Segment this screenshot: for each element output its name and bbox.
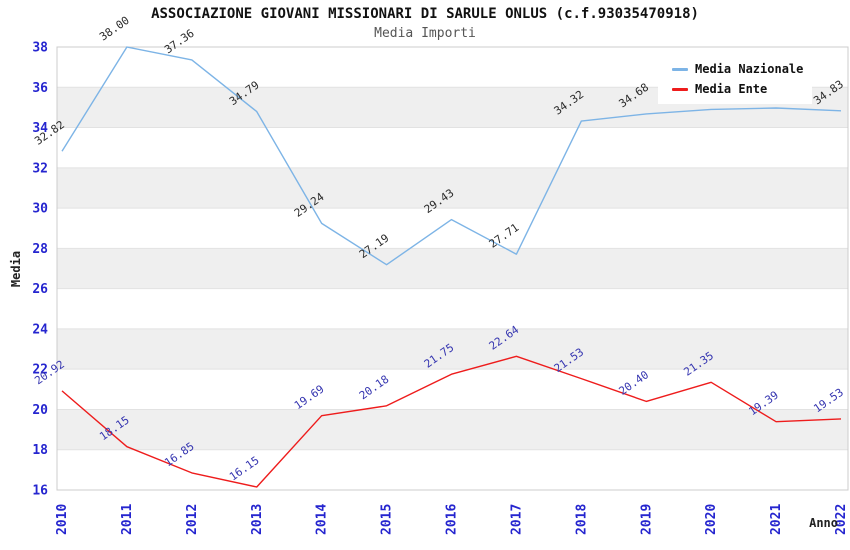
data-point-label: 38.00: [97, 14, 132, 44]
legend-line-swatch-ente: [672, 87, 688, 91]
x-tick-label: 2011: [120, 504, 135, 535]
y-tick-label: 32: [32, 161, 48, 176]
data-point-label: 19.69: [292, 383, 327, 413]
legend-item-media-ente: Media Ente: [672, 82, 812, 96]
data-point-label: 37.36: [162, 27, 197, 57]
legend-line-swatch-nazionale: [672, 67, 688, 71]
plot-stripe: [57, 167, 848, 209]
x-tick-label: 2022: [834, 504, 849, 535]
data-point-label: 27.71: [487, 221, 522, 251]
data-point-label: 16.15: [227, 454, 262, 484]
plot-border: [56, 46, 849, 491]
x-tick-label: 2017: [509, 504, 524, 535]
x-tick-label: 2013: [250, 504, 265, 535]
data-point-label: 20.40: [617, 368, 652, 398]
y-tick-label: 16: [32, 484, 48, 499]
y-tick-label: 18: [32, 443, 48, 458]
y-tick-label: 34: [32, 121, 48, 136]
y-tick-label: 20: [32, 403, 48, 418]
x-tick-label: 2016: [445, 504, 460, 535]
series-line-media-ente: [61, 355, 842, 488]
plot-stripe: [57, 248, 848, 289]
x-tick-label: 2020: [704, 504, 719, 535]
legend-label: Media Ente: [695, 82, 768, 96]
x-tick-label: 2018: [574, 504, 589, 535]
x-tick-label: 2010: [55, 504, 70, 535]
series-line-media-nazionale: [61, 46, 842, 266]
y-tick-label: 28: [32, 242, 48, 257]
y-tick-label: 26: [32, 282, 48, 297]
y-tick-label: 36: [32, 81, 48, 96]
chart-subtitle: Media Importi: [374, 26, 476, 41]
x-tick-label: 2014: [315, 504, 330, 535]
y-tick-label: 30: [32, 202, 48, 217]
legend-item-media-nazionale: Media Nazionale: [672, 62, 812, 76]
x-axis-title: Anno: [809, 516, 838, 530]
y-tick-label: 38: [32, 41, 48, 56]
y-axis-title: Media: [9, 250, 23, 288]
x-tick-label: 2012: [185, 504, 200, 535]
chart-title: ASSOCIAZIONE GIOVANI MISSIONARI DI SARUL…: [151, 6, 699, 22]
x-tick-label: 2021: [769, 504, 784, 535]
plot-stripe: [57, 328, 848, 370]
y-tick-label: 22: [32, 363, 48, 378]
plot-stripe: [57, 409, 848, 450]
legend-label: Media Nazionale: [695, 62, 804, 76]
legend: Media Nazionale Media Ente: [658, 54, 812, 104]
x-tick-label: 2019: [639, 504, 654, 535]
x-tick-label: 2015: [380, 504, 395, 535]
y-tick-label: 24: [32, 322, 48, 337]
data-point-label: 20.18: [357, 373, 392, 403]
